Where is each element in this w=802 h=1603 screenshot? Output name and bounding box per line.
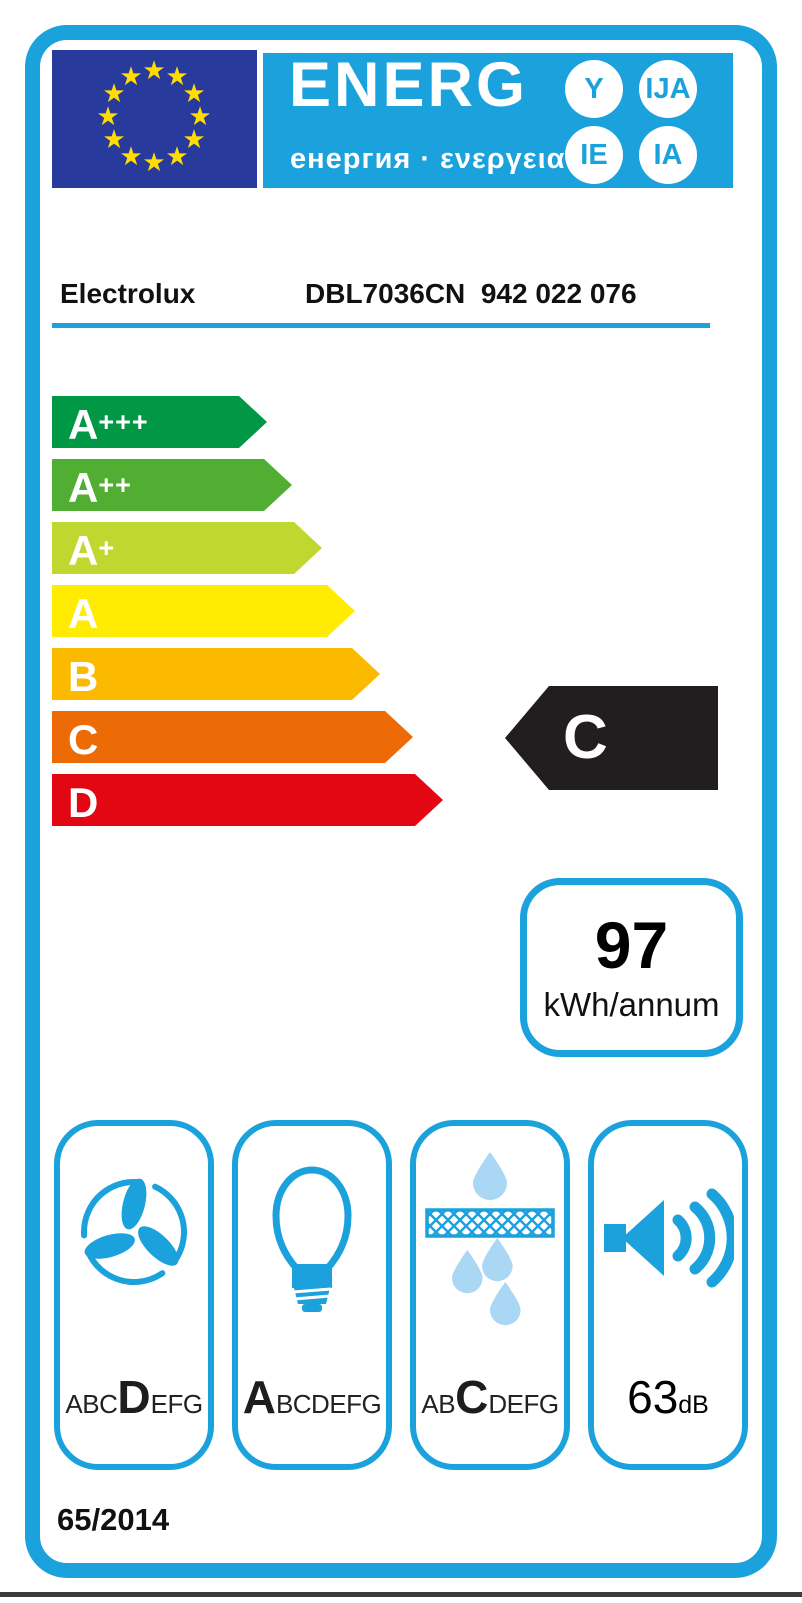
eu-star-icon: ★ <box>119 141 143 171</box>
lighting-efficiency-grades: ABCDEFG <box>242 1371 382 1423</box>
lighting-efficiency-box: ABCDEFG <box>232 1120 392 1470</box>
scale-arrow-d: D <box>52 774 443 826</box>
eu-star-icon: ★ <box>96 101 120 131</box>
scale-arrow-a-plus1: A+ <box>52 522 322 574</box>
eu-star-icon: ★ <box>165 61 189 91</box>
fan-efficiency-box: ABCDEFG <box>54 1120 214 1470</box>
eu-star-icon: ★ <box>142 147 166 177</box>
eu-star-icon: ★ <box>119 61 143 91</box>
eu-star-icon: ★ <box>142 55 166 85</box>
energ-title: ENERG <box>289 50 529 120</box>
annual-energy-box: 97 kWh/annum <box>520 878 743 1057</box>
grease-filter-grades: ABCDEFG <box>421 1371 559 1423</box>
eu-star-icon: ★ <box>102 78 126 108</box>
annual-energy-unit: kWh/annum <box>543 985 720 1023</box>
lighting-grade-highlight: A <box>242 1371 276 1423</box>
bottom-divider-line <box>0 1592 802 1597</box>
lang-circle-ija: IJA <box>639 60 697 118</box>
scale-arrow-c: C <box>52 711 413 763</box>
noise-level-value: 63dB <box>627 1371 709 1423</box>
energ-header-band: ENERG енергия · ενεργεια Y IJA IE IA <box>263 50 733 188</box>
eu-star-icon: ★ <box>182 78 206 108</box>
efficiency-scale: A+++ A++ A+ A B C D <box>52 396 443 837</box>
regulation-number: 65/2014 <box>57 1502 170 1537</box>
fan-icon <box>60 1170 208 1290</box>
noise-level-box: 63dB <box>588 1120 748 1470</box>
eu-star-icon: ★ <box>165 141 189 171</box>
speaker-icon <box>594 1180 742 1296</box>
scale-arrow-a: A <box>52 585 355 637</box>
lang-circle-y: Y <box>565 60 623 118</box>
fan-grade-highlight: D <box>117 1371 151 1423</box>
brand-row: Electrolux DBL7036CN 942 022 076 <box>60 278 740 312</box>
brand-divider <box>52 323 710 328</box>
scale-arrow-a-plus2: A++ <box>52 459 292 511</box>
grease-filter-icon <box>416 1148 564 1330</box>
annual-energy-value: 97 <box>594 907 669 982</box>
grease-grade-highlight: C <box>455 1371 489 1423</box>
energy-label: ★ ★ ★ ★ ★ ★ ★ ★ ★ ★ ★ ★ ENERG енергия · … <box>25 25 777 1578</box>
lang-circle-ia: IA <box>639 126 697 184</box>
model-number: DBL7036CN 942 022 076 <box>305 278 637 309</box>
eu-star-icon: ★ <box>102 124 126 154</box>
fan-efficiency-grades: ABCDEFG <box>65 1371 203 1423</box>
grease-filter-box: ABCDEFG <box>410 1120 570 1470</box>
energ-subtitle: енергия · ενεργεια <box>290 143 566 175</box>
eu-star-icon: ★ <box>188 101 212 131</box>
brand-name: Electrolux <box>60 278 196 309</box>
scale-arrow-b: B <box>52 648 380 700</box>
light-bulb-icon <box>238 1152 386 1322</box>
scale-arrow-a-plus3: A+++ <box>52 396 267 448</box>
rating-indicator-arrow: C <box>505 686 718 790</box>
eu-star-icon: ★ <box>182 124 206 154</box>
lang-circle-ie: IE <box>565 126 623 184</box>
eu-flag-logo: ★ ★ ★ ★ ★ ★ ★ ★ ★ ★ ★ ★ <box>52 50 257 188</box>
